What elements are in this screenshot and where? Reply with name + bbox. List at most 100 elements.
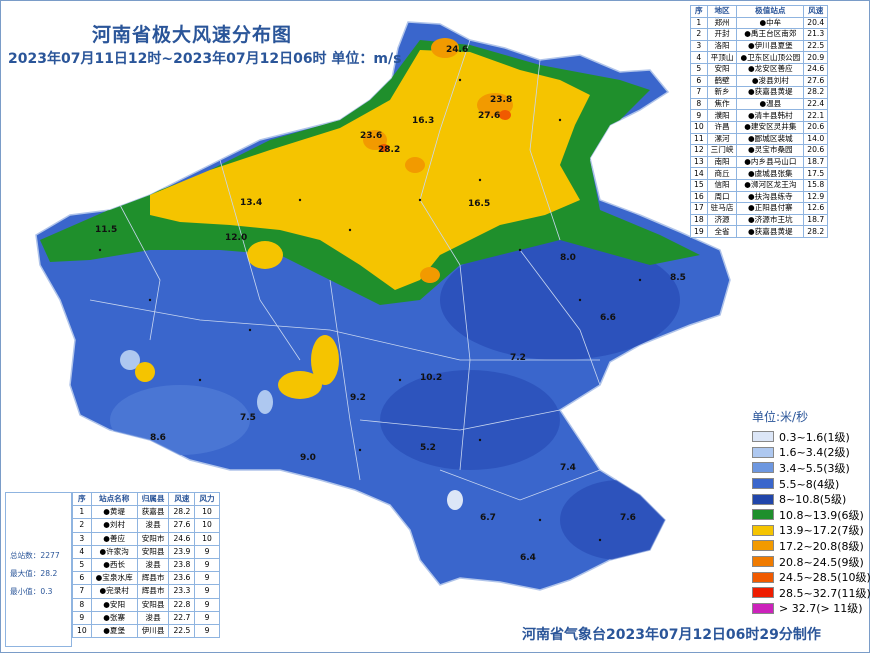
table-cell: 7 — [72, 584, 92, 599]
table-cell: 15.8 — [803, 178, 829, 192]
table-cell: 平顶山 — [706, 51, 738, 64]
table-row: 13 南阳 ●内乡县马山口 18.7 — [690, 155, 829, 169]
table-cell: 8 — [72, 597, 92, 612]
table-cell: 辉县市 — [136, 571, 170, 586]
table-row: 7 新乡 ●获嘉县黄堤 28.2 — [690, 86, 829, 99]
table-header-row: 序 地区 极值站点 风速 — [690, 5, 829, 18]
table-row: 11 漯河 ●郾城区裴城 14.0 — [690, 132, 829, 146]
legend-item: 24.5~28.5(10级) — [752, 569, 871, 585]
table-cell: 焦作 — [706, 97, 738, 111]
legend-label: 1.6~3.4(2级) — [779, 446, 850, 460]
table-row: 17 驻马店 ●正阳县付寨 12.6 — [690, 202, 829, 215]
table-cell: 17 — [690, 202, 708, 215]
table-cell: 安阳市 — [136, 531, 170, 546]
total-stations-stat: 总站数：2277 — [10, 550, 60, 561]
table-cell: 16 — [690, 190, 708, 204]
table-cell: 3 — [690, 39, 708, 53]
table-cell: 28.2 — [168, 505, 196, 520]
legend-items: 0.3~1.6(1级) 1.6~3.4(2级) 3.4~5.5(3级) 5.5~8(4… — [752, 429, 871, 616]
table-cell: ●灵宝市桑园 — [736, 144, 805, 157]
table-row: 12 三门峡 ●灵宝市桑园 20.6 — [690, 144, 829, 157]
table-cell: 20.9 — [803, 51, 829, 64]
table-cell: 23.8 — [168, 557, 196, 573]
table-cell: 鹤壁 — [706, 74, 738, 88]
table-cell: ●正阳县付寨 — [736, 202, 805, 215]
legend-swatch — [752, 524, 774, 536]
table-cell: 9 — [194, 610, 220, 625]
table-cell: 7 — [690, 86, 708, 99]
table-cell: ●济源市王坑 — [736, 213, 805, 227]
table-cell: ●夏堡 — [90, 623, 138, 639]
legend-title: 单位:米/秒 — [752, 410, 809, 424]
table-cell: 18.7 — [803, 155, 829, 169]
table-cell: 新乡 — [706, 86, 738, 99]
table-cell: 22.5 — [168, 623, 196, 639]
legend-swatch — [752, 509, 774, 521]
table-cell: ●完录村 — [90, 584, 138, 599]
table-cell: 24.6 — [168, 531, 196, 546]
table-cell: 安阳县 — [136, 544, 170, 559]
stat-label: 最大值： — [10, 569, 41, 578]
table-cell: ●获嘉县黄堤 — [736, 225, 805, 238]
map-value: 27.6 — [478, 111, 500, 121]
legend-swatch — [752, 478, 774, 490]
table-cell: 郑州 — [706, 16, 738, 30]
table-cell: 17.5 — [803, 167, 829, 180]
max-value-stat: 最大值：28.2 — [10, 568, 57, 579]
map-title: 河南省极大风速分布图 — [92, 24, 293, 46]
map-value: 9.0 — [300, 453, 316, 463]
table-cell: 22.1 — [803, 109, 829, 122]
table-cell: 20.6 — [803, 144, 829, 157]
wind-fill-layer — [40, 38, 700, 560]
header-cell: 风速 — [168, 491, 196, 507]
table-row: 1 ●黄堤 获嘉县 28.2 10 — [72, 505, 220, 520]
table-cell: ●浚县刘村 — [736, 74, 805, 88]
table-cell: 18.7 — [803, 213, 829, 227]
table-cell: 商丘 — [706, 167, 738, 180]
table-cell: 开封 — [706, 28, 738, 41]
table-cell: ●宝泉水库 — [90, 571, 138, 586]
table-cell: 2 — [72, 518, 92, 533]
table-cell: 10 — [194, 505, 220, 520]
table-cell: 安阳县 — [136, 597, 170, 612]
table-row: 18 济源 ●济源市王坑 18.7 — [690, 213, 829, 227]
table-cell: ●善应 — [90, 531, 138, 546]
legend-label: 3.4~5.5(3级) — [779, 461, 850, 475]
map-value: 12.0 — [225, 233, 247, 243]
table-cell: ●伊川县夏堡 — [736, 39, 805, 53]
table-cell: 9 — [194, 623, 220, 639]
regional-max-table: 序 地区 极值站点 风速 1 郑州 ●中牟 20.4 2 开封 ●禹王台区南郊 21.3 3 洛阳… — [690, 5, 829, 238]
legend-swatch — [752, 571, 774, 583]
map-value: 16.5 — [468, 199, 490, 209]
table-row: 16 周口 ●扶沟县练寺 12.9 — [690, 190, 829, 204]
table-cell: 9 — [194, 584, 220, 599]
table-cell: 10 — [194, 531, 220, 546]
table-cell: 漯河 — [706, 132, 738, 146]
stat-label: 总站数： — [10, 551, 41, 560]
table-cell: 27.6 — [168, 518, 196, 533]
table-cell: 8 — [690, 97, 708, 111]
table-cell: ●郾城区裴城 — [736, 132, 805, 146]
table-row: 2 ●刘村 浚县 27.6 10 — [72, 518, 220, 533]
table-cell: ●卫东区山顶公园 — [736, 51, 805, 64]
table-row: 15 信阳 ●浉河区龙王沟 15.8 — [690, 178, 829, 192]
table-cell: 22.7 — [168, 610, 196, 625]
table-cell: ●温县 — [736, 97, 805, 111]
table-cell: 4 — [690, 51, 708, 64]
table-cell: ●浉河区龙王沟 — [736, 178, 805, 192]
table-cell: 濮阳 — [706, 109, 738, 122]
stat-label: 最小值： — [10, 587, 41, 596]
legend-label: > 32.7(> 11级) — [779, 602, 863, 616]
map-value: 16.3 — [412, 116, 434, 126]
map-value: 11.5 — [95, 225, 117, 235]
table-row: 8 ●安阳 安阳县 22.8 9 — [72, 597, 220, 612]
map-value: 23.6 — [360, 131, 382, 141]
table-cell: 全省 — [706, 225, 738, 238]
station-dots — [98, 78, 642, 542]
table-cell: 22.8 — [168, 597, 196, 612]
map-value-labels: 24.6 27.6 23.8 28.2 23.6 16.3 16.5 13.4 … — [95, 45, 686, 563]
table-cell: 23.3 — [168, 584, 196, 599]
table-cell: 20.4 — [803, 16, 829, 30]
table-cell: 安阳 — [706, 62, 738, 76]
